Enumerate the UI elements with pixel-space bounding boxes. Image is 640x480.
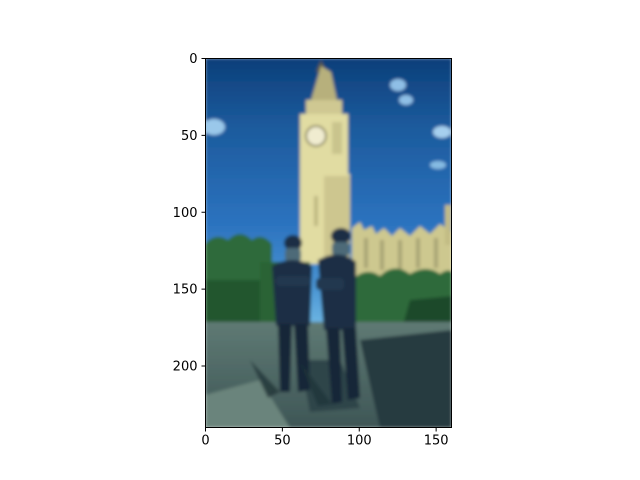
officer-left: [272, 235, 312, 392]
x-tick-label: 100: [347, 434, 372, 449]
officer-right: [316, 228, 360, 404]
cloud: [430, 161, 446, 169]
x-tick-label: 150: [424, 434, 449, 449]
cloud: [205, 119, 225, 135]
x-axis: 0 50 100 150: [201, 427, 449, 449]
cloud: [399, 95, 413, 105]
y-tick-label: 50: [181, 129, 198, 144]
image-plot: [205, 58, 452, 428]
y-tick-label: 100: [173, 206, 198, 221]
x-tick-label: 50: [274, 434, 291, 449]
x-tick-label: 0: [201, 434, 209, 449]
plot-frame: [205, 58, 452, 428]
y-axis: 0 50 100 150 200: [173, 52, 206, 375]
y-tick-label: 0: [189, 52, 197, 67]
cloud: [390, 79, 406, 91]
clock-face: [305, 125, 327, 147]
cloud: [433, 126, 451, 138]
y-tick-label: 200: [173, 360, 198, 375]
y-tick-label: 150: [173, 283, 198, 298]
